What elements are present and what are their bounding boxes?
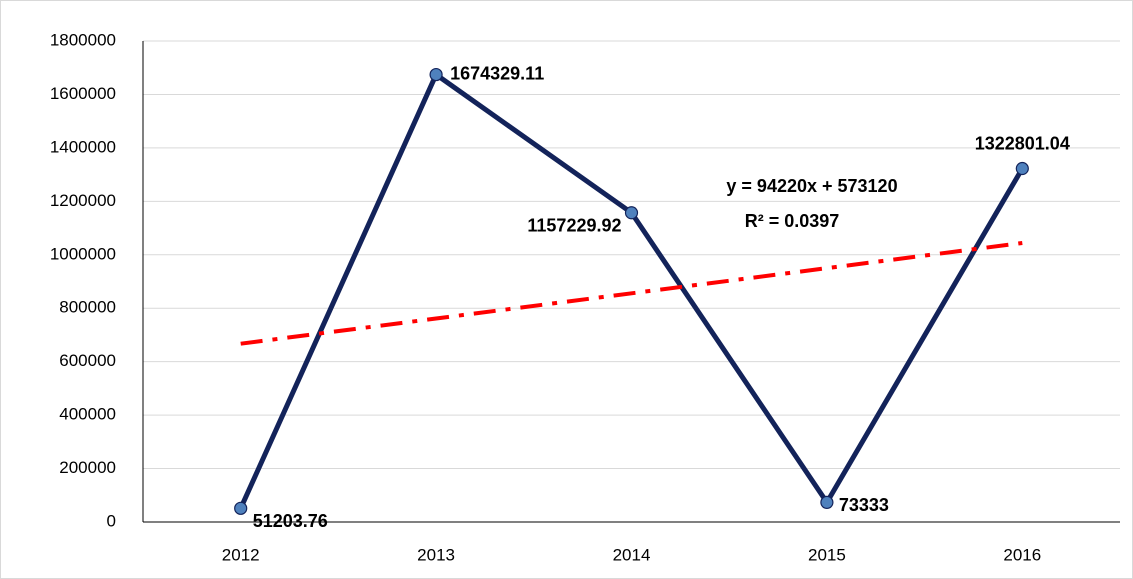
data-point [1015, 161, 1029, 176]
data-label: 1322801.04 [975, 133, 1070, 153]
x-tick-label: 2016 [1003, 545, 1041, 564]
data-point [234, 501, 248, 515]
data-label: 1157229.92 [527, 216, 621, 236]
y-tick-label: 1400000 [50, 137, 116, 156]
data-point [429, 67, 443, 82]
y-tick-label: 1800000 [50, 30, 116, 49]
y-tick-label: 600000 [59, 351, 116, 370]
y-tick-label: 1200000 [50, 191, 116, 210]
data-point [820, 495, 834, 510]
x-tick-label: 2015 [808, 545, 846, 564]
y-tick-label: 1000000 [50, 244, 116, 263]
trend-equation: y = 94220x + 573120 [726, 176, 897, 196]
x-tick-label: 2014 [613, 545, 651, 564]
x-tick-label: 2012 [222, 545, 260, 564]
y-tick-label: 800000 [59, 298, 116, 317]
data-point [624, 206, 639, 220]
data-label: 73333 [839, 495, 889, 515]
y-tick-label: 400000 [59, 405, 116, 424]
trend-r-squared: R² = 0.0397 [745, 211, 840, 231]
x-tick-label: 2013 [417, 545, 455, 564]
y-tick-label: 200000 [59, 458, 116, 477]
y-tick-label: 0 [107, 511, 116, 530]
y-tick-label: 1600000 [50, 84, 116, 103]
trendline [240, 240, 1023, 346]
data-label: 1674329.11 [450, 63, 544, 83]
data-label: 51203.76 [253, 511, 328, 531]
